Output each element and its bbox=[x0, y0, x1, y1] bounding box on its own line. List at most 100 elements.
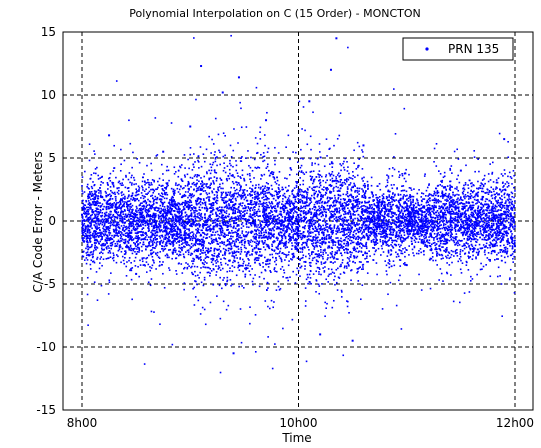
data-point bbox=[158, 257, 161, 259]
data-point bbox=[417, 227, 420, 230]
data-point bbox=[458, 244, 461, 246]
data-point bbox=[113, 218, 116, 220]
data-point bbox=[443, 233, 446, 236]
data-point bbox=[106, 234, 109, 237]
data-point bbox=[277, 285, 280, 288]
data-point bbox=[196, 265, 199, 268]
data-point bbox=[117, 240, 120, 243]
data-point bbox=[394, 133, 397, 135]
data-point bbox=[132, 197, 135, 199]
data-point bbox=[156, 188, 158, 190]
data-point bbox=[223, 252, 226, 255]
data-point bbox=[136, 158, 138, 160]
data-point bbox=[272, 306, 274, 309]
data-point bbox=[171, 213, 173, 216]
data-point bbox=[424, 173, 426, 175]
data-point bbox=[265, 236, 267, 238]
data-point bbox=[299, 218, 302, 221]
data-point bbox=[307, 246, 309, 248]
data-point bbox=[399, 238, 402, 241]
data-point bbox=[454, 201, 456, 204]
data-point bbox=[182, 225, 184, 228]
data-point bbox=[296, 243, 298, 245]
data-point bbox=[117, 249, 120, 252]
data-point bbox=[196, 224, 199, 226]
data-point bbox=[149, 214, 152, 216]
data-point bbox=[197, 228, 200, 231]
data-point bbox=[426, 204, 428, 207]
data-point bbox=[472, 206, 475, 209]
data-point bbox=[239, 101, 241, 104]
data-point bbox=[472, 254, 474, 257]
data-point bbox=[138, 208, 141, 210]
data-point bbox=[414, 223, 416, 225]
data-point bbox=[503, 233, 506, 236]
data-point bbox=[347, 46, 349, 49]
data-point bbox=[357, 270, 359, 273]
data-point bbox=[480, 190, 483, 193]
data-point bbox=[399, 174, 401, 176]
data-point bbox=[143, 237, 146, 239]
data-point bbox=[427, 201, 429, 204]
data-point bbox=[500, 209, 502, 212]
data-point bbox=[100, 284, 103, 287]
data-point bbox=[195, 254, 198, 257]
data-point bbox=[96, 218, 99, 221]
data-point bbox=[239, 194, 241, 197]
data-point bbox=[347, 263, 350, 266]
data-point bbox=[435, 253, 438, 255]
data-point bbox=[450, 224, 453, 227]
data-point bbox=[510, 220, 512, 222]
data-point bbox=[483, 229, 485, 231]
data-point bbox=[263, 211, 266, 213]
data-point bbox=[261, 175, 263, 177]
data-point bbox=[159, 323, 161, 326]
data-point bbox=[331, 162, 333, 165]
data-point bbox=[467, 243, 469, 245]
data-point bbox=[341, 254, 343, 257]
data-point bbox=[143, 173, 145, 175]
data-point bbox=[281, 206, 284, 209]
data-point bbox=[161, 188, 164, 190]
data-point bbox=[207, 266, 210, 269]
data-point bbox=[179, 247, 182, 250]
data-point bbox=[318, 292, 321, 295]
data-point bbox=[442, 216, 445, 219]
data-point bbox=[91, 213, 94, 216]
data-point bbox=[353, 246, 356, 248]
data-point bbox=[117, 181, 120, 184]
data-point bbox=[193, 237, 195, 239]
data-point bbox=[205, 206, 208, 208]
data-point bbox=[412, 204, 415, 206]
data-point bbox=[442, 242, 445, 245]
data-point bbox=[402, 263, 405, 265]
data-point bbox=[262, 152, 265, 154]
data-point bbox=[174, 202, 176, 205]
data-point bbox=[401, 173, 403, 175]
data-point bbox=[356, 174, 359, 177]
data-point bbox=[316, 255, 318, 258]
data-point bbox=[115, 254, 118, 256]
data-point bbox=[430, 213, 432, 216]
data-point bbox=[314, 227, 317, 229]
data-point bbox=[110, 194, 112, 197]
data-point bbox=[195, 250, 198, 252]
data-point bbox=[131, 212, 134, 214]
data-point bbox=[206, 255, 209, 258]
data-point bbox=[438, 207, 440, 210]
data-point bbox=[134, 256, 137, 259]
data-point bbox=[128, 229, 131, 232]
data-point bbox=[182, 206, 185, 208]
data-point bbox=[298, 216, 300, 219]
data-point bbox=[86, 209, 89, 211]
data-point bbox=[209, 243, 212, 245]
data-point bbox=[340, 228, 343, 230]
data-point bbox=[168, 230, 171, 233]
data-point bbox=[392, 231, 395, 234]
data-point bbox=[306, 194, 309, 196]
data-point bbox=[240, 197, 243, 199]
data-point bbox=[461, 249, 464, 252]
data-point bbox=[150, 231, 152, 234]
data-point bbox=[244, 275, 247, 278]
data-point bbox=[409, 199, 412, 201]
